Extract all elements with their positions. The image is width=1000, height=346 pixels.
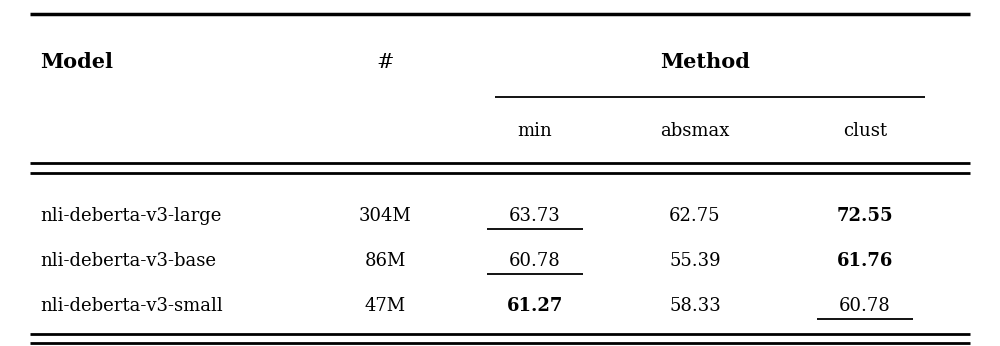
Text: 58.33: 58.33 bbox=[669, 297, 721, 315]
Text: 60.78: 60.78 bbox=[839, 297, 891, 315]
Text: nli-deberta-v3-small: nli-deberta-v3-small bbox=[40, 297, 223, 315]
Text: clust: clust bbox=[843, 122, 887, 140]
Text: 60.78: 60.78 bbox=[509, 252, 561, 270]
Text: #: # bbox=[376, 53, 394, 72]
Text: nli-deberta-v3-base: nli-deberta-v3-base bbox=[40, 252, 216, 270]
Text: 61.76: 61.76 bbox=[837, 252, 893, 270]
Text: 304M: 304M bbox=[359, 207, 411, 225]
Text: Method: Method bbox=[660, 52, 750, 72]
Text: 55.39: 55.39 bbox=[669, 252, 721, 270]
Text: 63.73: 63.73 bbox=[509, 207, 561, 225]
Text: 86M: 86M bbox=[364, 252, 406, 270]
Text: nli-deberta-v3-large: nli-deberta-v3-large bbox=[40, 207, 221, 225]
Text: 61.27: 61.27 bbox=[507, 297, 563, 315]
Text: 72.55: 72.55 bbox=[837, 207, 893, 225]
Text: min: min bbox=[518, 122, 552, 140]
Text: absmax: absmax bbox=[660, 122, 730, 140]
Text: Model: Model bbox=[40, 52, 113, 72]
Text: 47M: 47M bbox=[364, 297, 406, 315]
Text: 62.75: 62.75 bbox=[669, 207, 721, 225]
